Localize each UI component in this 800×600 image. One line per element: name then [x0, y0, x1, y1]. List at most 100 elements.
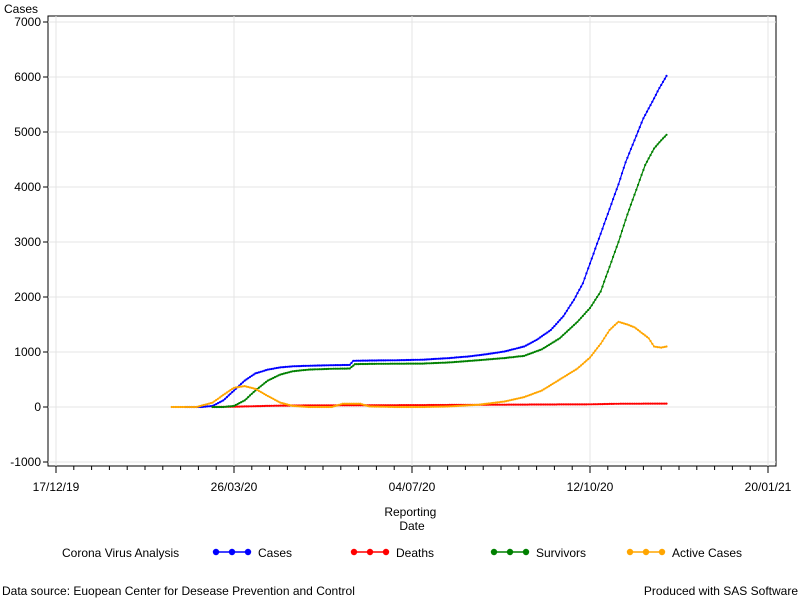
data-point — [572, 298, 576, 301]
data-point — [551, 403, 554, 406]
data-point — [375, 362, 378, 365]
data-point — [583, 312, 586, 315]
data-point — [450, 356, 453, 359]
data-point — [574, 295, 577, 298]
data-point — [236, 403, 239, 406]
data-point — [174, 405, 177, 409]
data-point — [574, 368, 577, 371]
data-point — [448, 405, 451, 408]
data-point — [423, 405, 426, 409]
data-point — [558, 337, 561, 340]
data-point — [642, 168, 645, 172]
data-point — [389, 362, 392, 365]
data-point — [521, 345, 524, 348]
data-point — [460, 404, 463, 407]
data-point — [647, 107, 650, 110]
data-point — [457, 356, 460, 359]
data-point — [489, 402, 492, 405]
data-point — [359, 404, 362, 407]
data-point — [588, 403, 592, 406]
data-point — [313, 404, 316, 407]
data-point — [610, 327, 613, 330]
data-point — [450, 361, 453, 364]
data-point — [366, 404, 369, 407]
data-point — [576, 367, 579, 370]
data-point — [352, 364, 355, 367]
series-active-cases — [170, 320, 668, 409]
data-point — [581, 362, 585, 365]
data-point — [286, 403, 289, 406]
data-point — [362, 403, 365, 406]
data-point — [613, 323, 617, 327]
data-point — [259, 370, 262, 373]
data-point — [665, 402, 668, 405]
data-point — [455, 360, 458, 363]
data-point — [377, 359, 380, 362]
data-point — [510, 356, 513, 359]
data-point — [515, 403, 519, 406]
data-point — [503, 350, 506, 353]
data-point — [323, 404, 326, 407]
data-point — [565, 309, 569, 312]
data-point — [359, 359, 362, 362]
data-point — [574, 403, 577, 406]
data-point — [377, 405, 380, 408]
data-point — [220, 400, 223, 403]
data-point — [588, 356, 592, 359]
data-point — [548, 330, 551, 333]
data-point — [368, 359, 371, 362]
data-point — [446, 357, 449, 360]
data-point — [382, 359, 385, 362]
data-point — [263, 392, 266, 396]
data-point — [254, 405, 257, 408]
data-point — [661, 80, 665, 83]
data-point — [599, 403, 602, 406]
data-point — [585, 310, 588, 313]
data-point — [396, 405, 399, 409]
data-point — [282, 402, 285, 405]
data-point — [654, 345, 658, 348]
data-point — [343, 363, 346, 367]
data-point — [501, 350, 504, 353]
data-point — [204, 403, 207, 406]
data-point — [521, 355, 524, 358]
data-point — [564, 332, 567, 335]
data-point — [345, 363, 348, 367]
data-point — [370, 359, 373, 362]
data-point — [268, 395, 271, 398]
data-point — [247, 377, 250, 380]
data-point — [378, 362, 382, 365]
data-point — [653, 402, 656, 405]
data-point — [213, 405, 216, 409]
data-point — [353, 359, 357, 362]
data-point — [523, 345, 526, 348]
data-point — [355, 402, 358, 405]
data-point — [585, 359, 588, 362]
data-point — [512, 356, 515, 359]
data-point — [587, 403, 590, 406]
data-point — [442, 357, 446, 360]
data-point — [548, 403, 551, 406]
data-point — [507, 349, 510, 352]
data-point — [254, 389, 257, 392]
data-point — [330, 405, 333, 409]
data-point — [453, 360, 456, 364]
data-point — [213, 403, 216, 407]
data-point — [626, 213, 629, 216]
data-point — [421, 405, 424, 409]
data-point — [514, 347, 517, 350]
data-point — [364, 404, 367, 407]
data-point — [418, 362, 421, 365]
data-point — [535, 338, 538, 341]
data-point — [403, 362, 406, 365]
data-point — [241, 400, 244, 403]
data-point — [556, 321, 560, 324]
data-point — [663, 135, 666, 138]
data-point — [475, 359, 478, 362]
data-point — [211, 405, 214, 409]
data-point — [524, 354, 528, 357]
data-point — [524, 344, 528, 347]
data-point — [453, 405, 456, 408]
data-point — [442, 361, 446, 364]
data-point — [590, 403, 593, 406]
